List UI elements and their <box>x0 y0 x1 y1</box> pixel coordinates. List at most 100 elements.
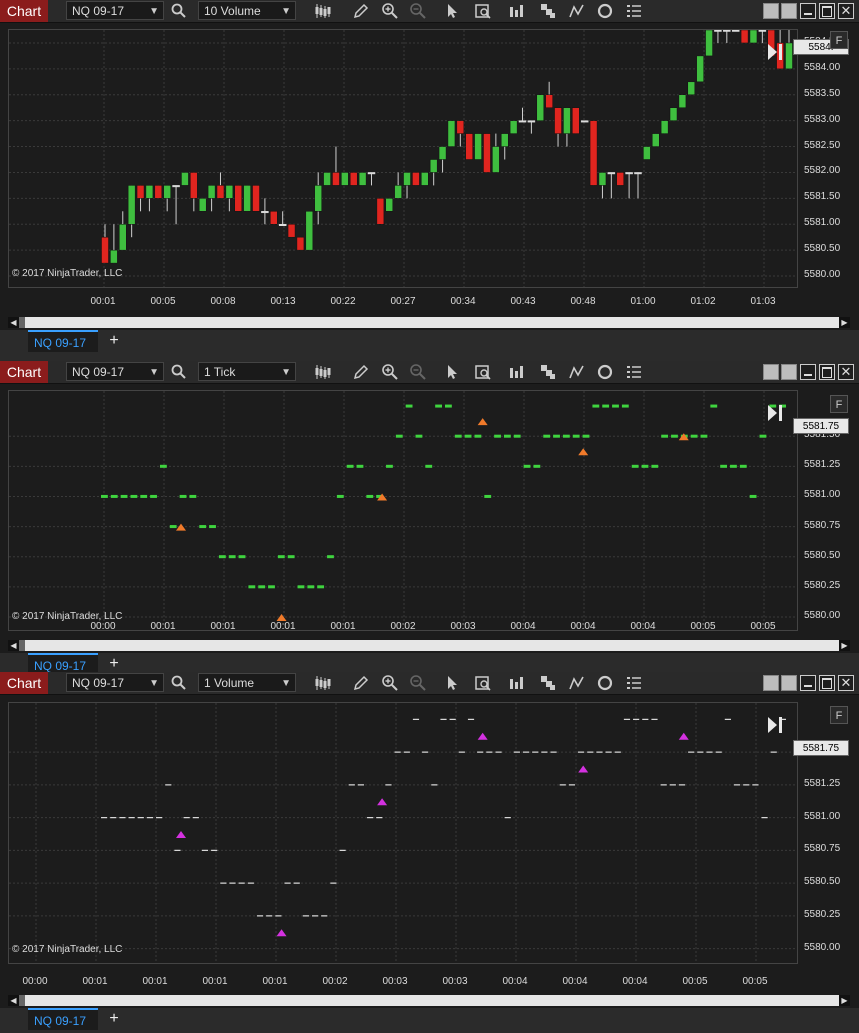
zoom-out-icon[interactable] <box>409 363 427 381</box>
f-button[interactable]: F <box>830 395 848 413</box>
instrument-selector[interactable]: NQ 09-17 ▼ <box>66 673 164 692</box>
tab-nq-09-17[interactable]: NQ 09-17 <box>28 1008 98 1030</box>
chart-style-icon[interactable] <box>314 674 332 692</box>
f-button[interactable]: F <box>830 706 848 724</box>
chart-style-icon[interactable] <box>314 2 332 20</box>
scroll-thumb[interactable] <box>19 995 25 1006</box>
x-tick-label: 00:03 <box>442 976 468 987</box>
zoom-out-icon[interactable] <box>409 674 427 692</box>
chart-menu-button[interactable]: Chart <box>0 0 48 22</box>
scroll-to-end-icon[interactable] <box>766 715 784 735</box>
reload-icon[interactable] <box>596 363 614 381</box>
interval-value: 10 Volume <box>204 4 261 18</box>
window-instrument-link-button[interactable] <box>781 675 797 691</box>
reload-icon[interactable] <box>596 674 614 692</box>
zoom-out-icon[interactable] <box>409 2 427 20</box>
indicators-icon[interactable] <box>508 2 526 20</box>
search-icon[interactable] <box>170 363 188 381</box>
x-tick-label: 01:03 <box>750 296 776 307</box>
window-instrument-link-button[interactable] <box>781 3 797 19</box>
data-box-icon[interactable] <box>474 674 492 692</box>
interval-selector[interactable]: 1 Tick ▼ <box>198 362 296 381</box>
pointer-icon[interactable] <box>443 2 461 20</box>
strategies-icon[interactable] <box>539 363 557 381</box>
x-tick-label: 00:03 <box>382 976 408 987</box>
horizontal-scrollbar[interactable]: ◀ ▶ <box>8 995 850 1006</box>
add-tab-button[interactable]: + <box>109 1010 119 1027</box>
candle-body <box>198 198 207 212</box>
strategies-icon[interactable] <box>539 2 557 20</box>
properties-icon[interactable] <box>625 363 643 381</box>
chart-style-icon[interactable] <box>314 363 332 381</box>
zoom-in-icon[interactable] <box>381 363 399 381</box>
drawing-tools-icon[interactable] <box>568 674 586 692</box>
marker-triangle <box>276 613 287 621</box>
price-axis[interactable]: 5584.505584.005583.505583.005582.505582.… <box>798 29 850 288</box>
add-tab-button[interactable]: + <box>109 332 119 349</box>
properties-icon[interactable] <box>625 2 643 20</box>
minimize-button[interactable] <box>800 3 816 19</box>
indicators-icon[interactable] <box>508 363 526 381</box>
search-icon[interactable] <box>170 2 188 20</box>
scroll-thumb[interactable] <box>19 640 25 651</box>
close-button[interactable]: ✕ <box>838 675 854 691</box>
window-link-button[interactable] <box>763 675 779 691</box>
close-button[interactable]: ✕ <box>838 364 854 380</box>
window-instrument-link-button[interactable] <box>781 364 797 380</box>
maximize-button[interactable] <box>819 364 835 380</box>
price-panel[interactable] <box>8 702 798 964</box>
horizontal-scrollbar[interactable]: ◀ ▶ <box>8 640 850 651</box>
zoom-in-icon[interactable] <box>381 674 399 692</box>
maximize-button[interactable] <box>819 675 835 691</box>
interval-selector[interactable]: 1 Volume ▼ <box>198 673 296 692</box>
candle-body <box>261 211 269 214</box>
search-icon[interactable] <box>170 674 188 692</box>
interval-selector[interactable]: 10 Volume ▼ <box>198 1 296 20</box>
scroll-thumb[interactable] <box>19 317 25 328</box>
pencil-icon[interactable] <box>352 2 370 20</box>
scroll-left-icon[interactable]: ◀ <box>8 317 19 328</box>
price-panel[interactable] <box>8 29 798 288</box>
candle-body <box>500 133 509 147</box>
minimize-button[interactable] <box>800 364 816 380</box>
scroll-right-icon[interactable]: ▶ <box>839 317 850 328</box>
data-box-icon[interactable] <box>474 363 492 381</box>
properties-icon[interactable] <box>625 674 643 692</box>
maximize-button[interactable] <box>819 3 835 19</box>
scroll-left-icon[interactable]: ◀ <box>8 995 19 1006</box>
add-tab-button[interactable]: + <box>109 655 119 672</box>
scroll-right-icon[interactable]: ▶ <box>839 995 850 1006</box>
instrument-selector[interactable]: NQ 09-17 ▼ <box>66 1 164 20</box>
indicators-icon[interactable] <box>508 674 526 692</box>
reload-icon[interactable] <box>596 2 614 20</box>
f-button[interactable]: F <box>830 31 848 49</box>
chart-menu-button[interactable]: Chart <box>0 672 48 694</box>
pointer-icon[interactable] <box>443 674 461 692</box>
candle-body <box>438 146 447 160</box>
scroll-left-icon[interactable]: ◀ <box>8 640 19 651</box>
horizontal-scrollbar[interactable]: ◀ ▶ <box>8 317 850 328</box>
scroll-to-end-icon[interactable] <box>766 42 784 62</box>
zoom-in-icon[interactable] <box>381 2 399 20</box>
drawing-tools-icon[interactable] <box>568 363 586 381</box>
tab-nq-09-17[interactable]: NQ 09-17 <box>28 653 98 675</box>
strategies-icon[interactable] <box>539 674 557 692</box>
window-link-button[interactable] <box>763 3 779 19</box>
close-button[interactable]: ✕ <box>838 3 854 19</box>
instrument-selector[interactable]: NQ 09-17 ▼ <box>66 362 164 381</box>
drawing-tools-icon[interactable] <box>568 2 586 20</box>
scroll-to-end-icon[interactable] <box>766 403 784 423</box>
tab-nq-09-17[interactable]: NQ 09-17 <box>28 330 98 352</box>
interval-value: 1 Tick <box>204 365 236 379</box>
data-box-icon[interactable] <box>474 2 492 20</box>
price-panel[interactable] <box>8 390 798 631</box>
pencil-icon[interactable] <box>352 674 370 692</box>
pencil-icon[interactable] <box>352 363 370 381</box>
window-link-button[interactable] <box>763 364 779 380</box>
candle-body <box>323 172 331 186</box>
minimize-button[interactable] <box>800 675 816 691</box>
chart-menu-button[interactable]: Chart <box>0 361 48 383</box>
pointer-icon[interactable] <box>443 363 461 381</box>
candle-body <box>190 172 198 199</box>
scroll-right-icon[interactable]: ▶ <box>839 640 850 651</box>
